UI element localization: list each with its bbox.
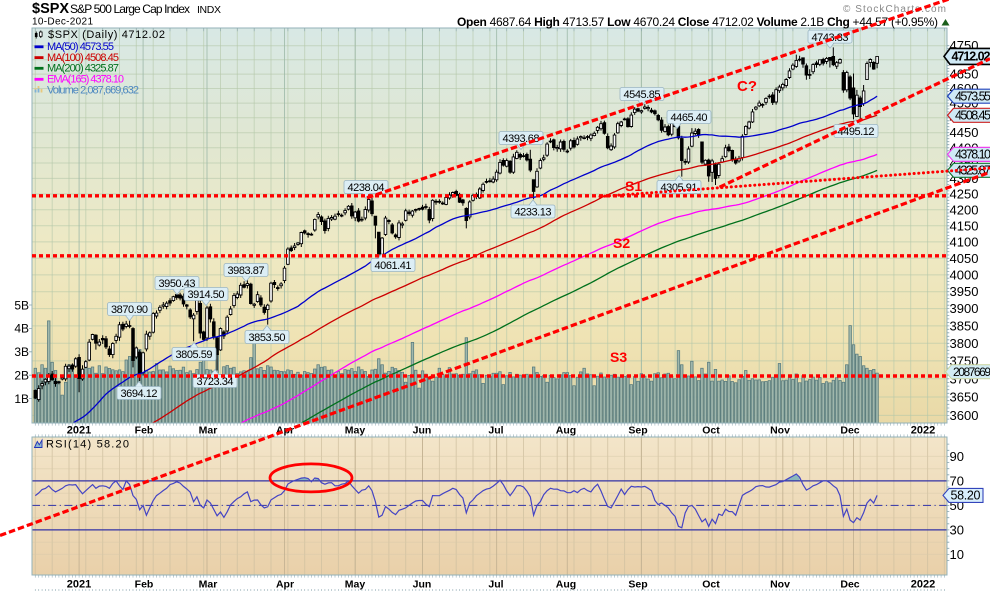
svg-text:3853.50: 3853.50 [249,332,286,344]
svg-text:3950: 3950 [950,284,979,299]
svg-text:4200: 4200 [950,202,979,217]
svg-text:3983.87: 3983.87 [228,265,265,277]
svg-text:Mar: Mar [199,425,218,437]
svg-text:3600: 3600 [950,408,979,423]
svg-text:Apr: Apr [276,579,294,591]
svg-text:Jul: Jul [488,579,503,591]
svg-text:4150: 4150 [950,218,979,233]
svg-text:Nov: Nov [770,425,790,437]
svg-text:4465.40: 4465.40 [671,112,708,124]
svg-text:3800: 3800 [950,336,979,351]
svg-text:4061.41: 4061.41 [375,260,412,272]
svg-text:S&P 500 Large Cap Index: S&P 500 Large Cap Index [70,2,190,16]
svg-text:Aug: Aug [556,425,576,437]
svg-text:5B: 5B [14,298,29,312]
svg-text:Dec: Dec [840,579,859,591]
svg-text:70: 70 [950,473,964,488]
svg-text:3694.12: 3694.12 [121,388,158,400]
svg-text:58.20: 58.20 [951,489,981,503]
svg-text:2087669: 2087669 [953,365,990,379]
svg-text:4233.13: 4233.13 [515,207,552,219]
svg-text:4508.45: 4508.45 [955,109,990,123]
svg-text:4250: 4250 [950,187,979,202]
svg-text:RSI(14) 58.20: RSI(14) 58.20 [46,439,129,451]
svg-text:2021: 2021 [67,425,91,437]
svg-text:$SPX: $SPX [32,1,69,17]
svg-text:Sep: Sep [628,425,647,437]
svg-text:Volume 2,087,669,632: Volume 2,087,669,632 [47,84,139,96]
svg-text:2022: 2022 [911,579,935,591]
svg-text:3850: 3850 [950,318,979,333]
svg-text:2021: 2021 [67,579,91,591]
svg-text:3B: 3B [14,345,29,359]
svg-text:3870.90: 3870.90 [111,304,148,316]
svg-text:4450: 4450 [950,125,979,140]
svg-text:Nov: Nov [770,579,790,591]
svg-text:Feb: Feb [135,425,154,437]
svg-text:Jul: Jul [488,425,503,437]
svg-text:Feb: Feb [135,579,154,591]
svg-text:4100: 4100 [950,234,979,249]
svg-text:10: 10 [950,547,964,562]
svg-text:May: May [345,579,366,591]
svg-text:4743.83: 4743.83 [812,32,849,44]
svg-text:3900: 3900 [950,301,979,316]
svg-text:2022: 2022 [911,425,935,437]
svg-text:3650: 3650 [950,390,979,405]
svg-text:3723.34: 3723.34 [197,376,234,388]
svg-text:Jun: Jun [413,579,432,591]
svg-text:May: May [345,425,366,437]
svg-text:INDX: INDX [197,4,221,16]
svg-text:3805.59: 3805.59 [176,349,213,361]
svg-text:Dec: Dec [840,425,859,437]
svg-text:4000: 4000 [950,267,979,282]
svg-text:Oct: Oct [702,425,720,437]
svg-text:Mar: Mar [199,579,218,591]
svg-text:S3: S3 [610,349,627,365]
svg-text:4650: 4650 [950,67,979,82]
svg-text:1B: 1B [14,392,29,406]
svg-text:Sep: Sep [628,579,647,591]
svg-text:3914.50: 3914.50 [188,289,225,301]
svg-text:Jun: Jun [413,425,432,437]
svg-text:Oct: Oct [702,579,720,591]
svg-text:4573.55: 4573.55 [955,90,990,104]
svg-text:4378.10: 4378.10 [955,148,990,162]
svg-text:90: 90 [950,449,964,464]
svg-text:4B: 4B [14,322,29,336]
svg-text:S2: S2 [613,235,630,251]
svg-text:4050: 4050 [950,251,979,266]
svg-text:4712.02: 4712.02 [952,50,990,64]
svg-text:2B: 2B [14,369,29,383]
svg-text:Aug: Aug [556,579,576,591]
svg-text:C?: C? [737,78,757,95]
svg-text:$SPX (Daily) 4712.02: $SPX (Daily) 4712.02 [48,29,165,41]
svg-text:10-Dec-2021: 10-Dec-2021 [32,17,93,28]
svg-text:S1: S1 [625,178,642,194]
svg-text:30: 30 [950,522,964,537]
